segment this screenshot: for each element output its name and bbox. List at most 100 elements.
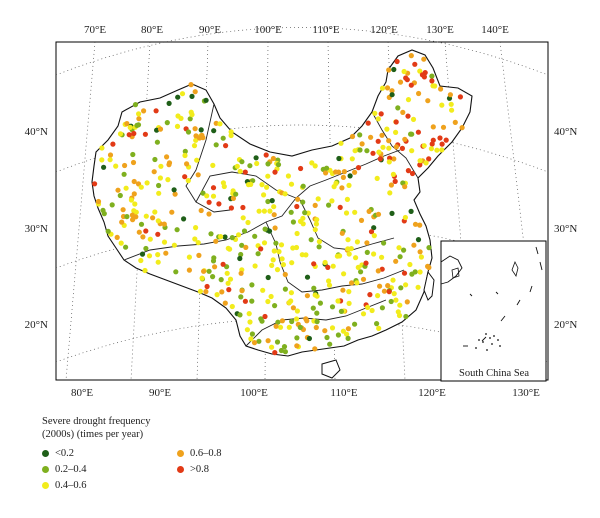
station-dot — [386, 67, 392, 73]
station-dot — [379, 85, 386, 91]
station-dot — [131, 191, 137, 197]
station-dot — [99, 157, 105, 163]
station-dot — [256, 208, 262, 214]
station-dot — [216, 201, 222, 207]
bottom-lon-label: 80°E — [71, 387, 93, 399]
station-dot — [277, 324, 284, 330]
station-dot — [138, 221, 145, 227]
station-dot — [391, 66, 397, 73]
station-dot — [113, 163, 119, 169]
station-dot — [393, 258, 399, 264]
station-dot — [261, 208, 267, 214]
axis-labels: 70°E 80°E 90°E 100°E 110°E 120°E 130°E 1… — [25, 24, 578, 399]
station-dot — [392, 178, 398, 184]
station-dot — [244, 327, 250, 333]
station-dot — [337, 204, 343, 210]
station-dot — [269, 344, 275, 350]
station-dot — [200, 190, 206, 196]
station-dot — [300, 183, 306, 189]
station-dot — [417, 269, 423, 275]
station-dot — [405, 168, 411, 174]
station-dot — [245, 182, 252, 188]
station-dot — [198, 207, 204, 214]
legend-item: 0.4–0.6 — [42, 479, 87, 491]
station-dot — [409, 170, 416, 177]
station-dot — [218, 234, 224, 240]
station-dot — [269, 262, 275, 268]
station-dot — [285, 173, 291, 179]
station-dot — [345, 246, 351, 252]
station-dot — [353, 255, 359, 261]
station-dot — [247, 319, 253, 325]
station-dot — [304, 318, 310, 324]
border-central — [299, 199, 395, 251]
station-dot — [379, 254, 385, 260]
station-dot — [397, 79, 404, 85]
station-dot — [398, 285, 404, 291]
station-dot — [384, 85, 391, 91]
border-tibet — [123, 221, 267, 261]
station-dot — [312, 163, 318, 169]
station-dot — [363, 260, 369, 266]
station-dot — [347, 173, 353, 179]
station-dot — [133, 209, 139, 215]
station-dot — [185, 129, 192, 135]
station-dot — [401, 247, 407, 253]
station-dot — [142, 267, 148, 274]
station-dot — [393, 129, 399, 135]
station-dot — [416, 90, 422, 97]
station-dot — [204, 283, 210, 290]
station-dot — [386, 145, 392, 151]
station-dot — [192, 126, 198, 132]
station-dot — [340, 174, 346, 180]
station-dot — [242, 298, 248, 304]
station-dot — [294, 230, 300, 237]
station-dot — [110, 141, 116, 147]
station-dot — [267, 208, 273, 214]
station-dot — [268, 293, 274, 300]
station-dot — [247, 163, 253, 169]
station-dot — [166, 100, 172, 106]
station-dot — [129, 212, 135, 218]
inset-islands — [475, 333, 501, 351]
station-dot — [408, 53, 414, 59]
station-dot — [340, 287, 346, 293]
station-dot — [147, 236, 153, 242]
station-dot — [288, 181, 295, 187]
station-dot — [237, 168, 243, 174]
china-outline — [91, 49, 473, 357]
left-lat-label: 40°N — [25, 126, 48, 138]
station-dot — [114, 234, 120, 240]
station-dot — [279, 318, 285, 324]
station-dot — [172, 191, 178, 197]
station-dot — [381, 288, 387, 294]
station-dot — [409, 271, 415, 277]
station-dot — [457, 94, 463, 100]
station-dot — [389, 92, 395, 98]
station-dot — [196, 252, 202, 258]
station-dot — [242, 169, 248, 175]
station-dot — [375, 293, 381, 299]
station-dot — [369, 307, 375, 314]
station-dot — [158, 163, 164, 169]
station-dot — [399, 145, 405, 151]
inset-frame — [440, 240, 547, 382]
station-dot — [355, 165, 362, 171]
station-dot — [169, 209, 175, 215]
station-dot — [255, 251, 261, 257]
station-dot — [157, 175, 163, 181]
station-dot — [191, 143, 198, 149]
station-dot — [139, 251, 146, 257]
station-dot — [417, 162, 423, 168]
station-dot — [217, 121, 223, 127]
station-dot — [203, 289, 209, 295]
station-dot — [259, 182, 265, 188]
bottom-lon-label: 130°E — [512, 387, 540, 399]
station-dot — [161, 239, 168, 245]
station-dot — [438, 86, 444, 92]
station-dot — [288, 298, 294, 304]
station-dot — [151, 169, 157, 175]
top-lon-label: 70°E — [84, 24, 106, 36]
station-dot — [138, 257, 144, 264]
station-dot — [344, 196, 350, 202]
